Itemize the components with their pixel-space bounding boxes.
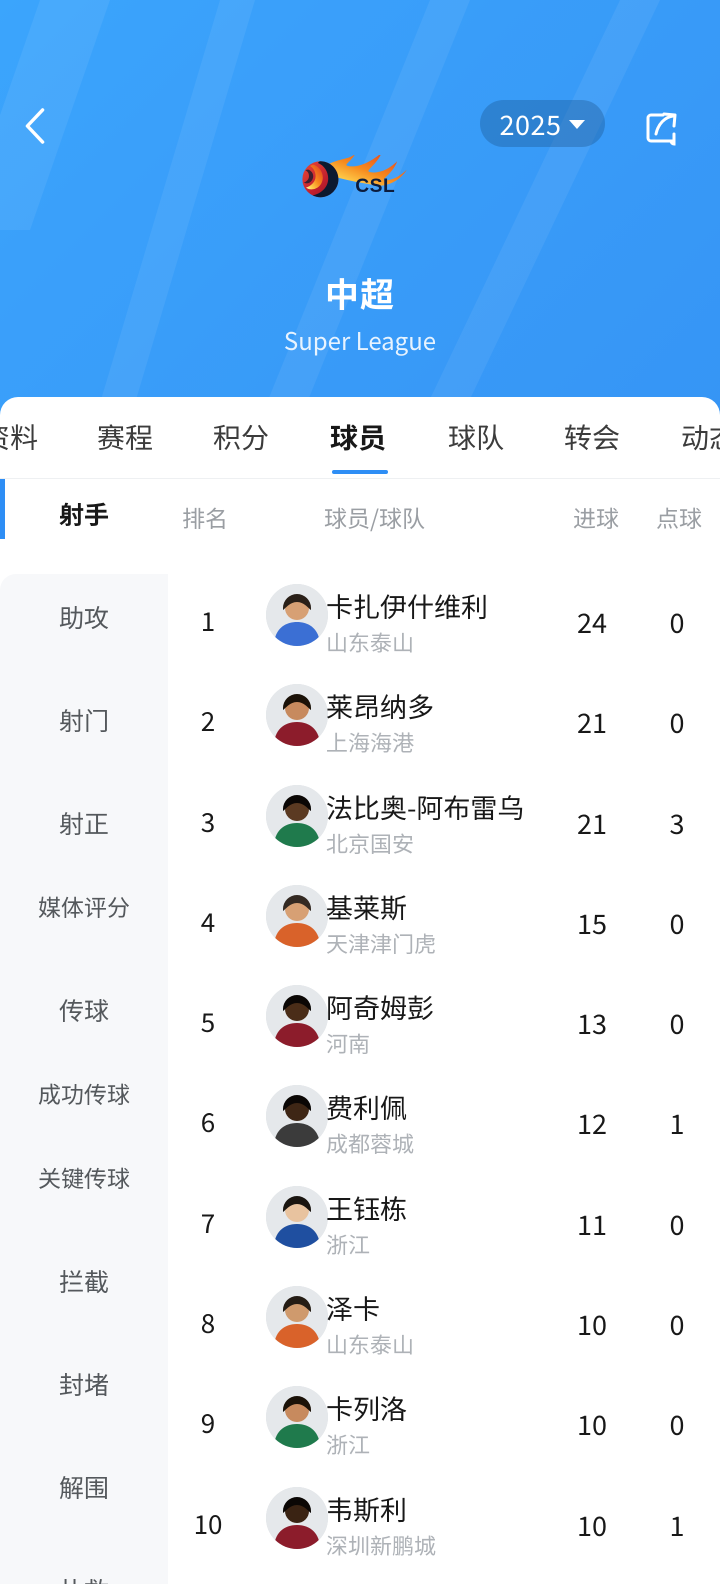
svg-text:CSL: CSL (355, 176, 395, 197)
